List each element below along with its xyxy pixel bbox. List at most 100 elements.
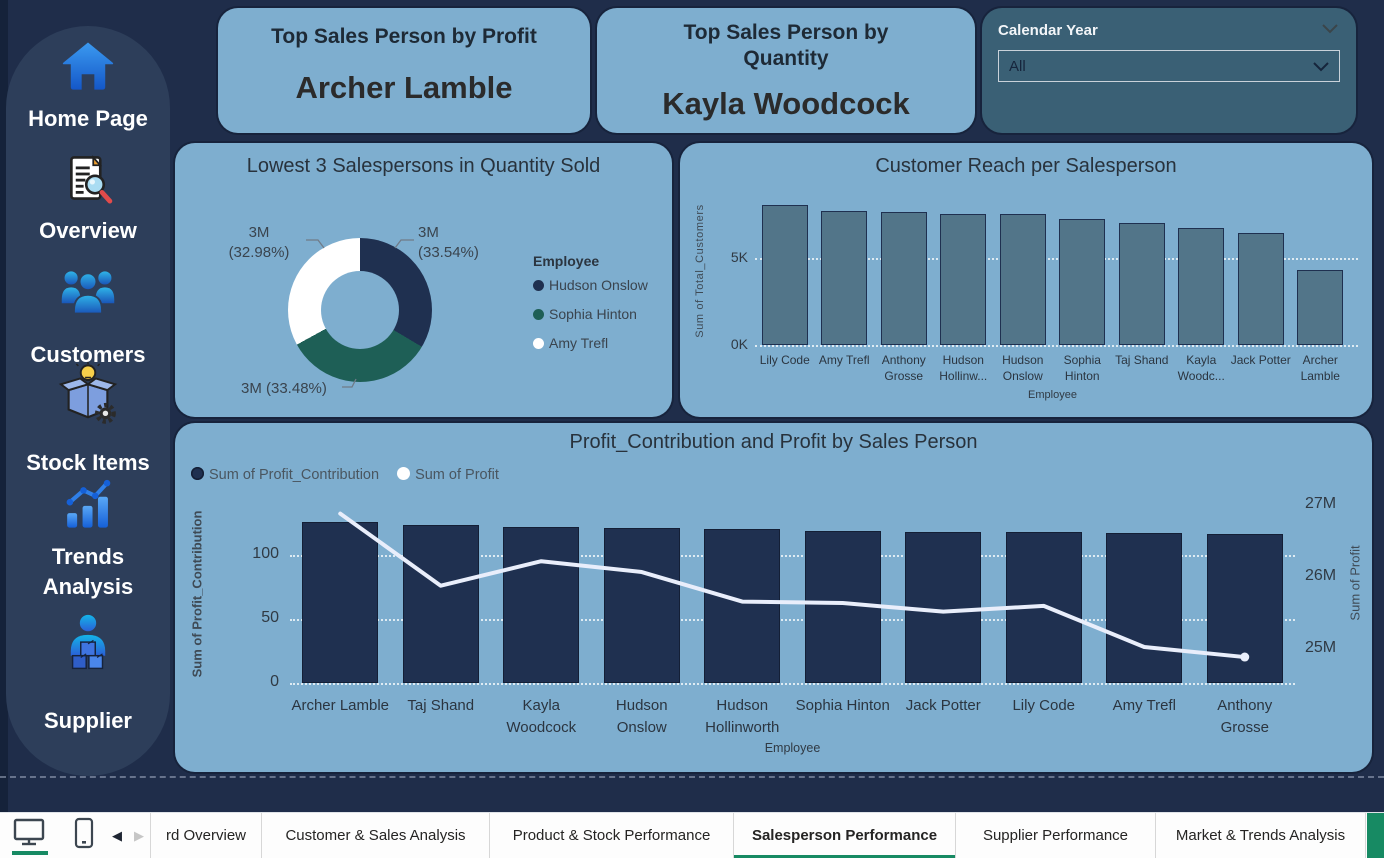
combo-gridline [290,554,1295,557]
combo-x-tick-label: Hudson Onslow [615,697,668,736]
reach-chart-title: Customer Reach per Salesperson [875,155,1177,177]
desktop-view-icon[interactable] [13,818,45,846]
donut-label-amy: 3M (32.98%) [228,224,290,262]
combo-legend-item: Sum of Profit_Contribution [191,467,379,483]
tab-salesperson-performance[interactable]: Salesperson Performance [734,813,956,858]
reach-bar[interactable] [1118,222,1165,345]
donut-legend-item: Amy Trefl [533,335,648,351]
bottom-tab-bar: ◀ ▶ rd Overview Customer & Sales Analysis… [0,812,1384,858]
sidebar-item-trends-label[interactable]: Trends Analysis [42,544,134,599]
tab-supplier-performance[interactable]: Supplier Performance [956,813,1156,858]
donut-chart-title: Lowest 3 Salespersons in Quantity Sold [246,155,601,177]
bar-line-chart-icon [66,479,111,528]
document-search-icon [70,155,113,204]
box-bulb-gear-icon [58,362,118,424]
sidebar-item-supplier[interactable] [6,612,170,674]
tab-market-trends-analysis[interactable]: Market & Trends Analysis [1156,813,1366,858]
combo-x-tick-label: Taj Shand [407,697,475,714]
sidebar-item-stock[interactable] [6,362,170,424]
tab-back-arrow[interactable]: ◀ [112,828,122,843]
person-cubes-icon [70,614,106,670]
reach-bar[interactable] [1237,233,1284,345]
combo-chart-panel[interactable]: Profit_Contribution and Profit by Sales … [175,423,1372,772]
reach-y-tick: 5K [730,248,748,265]
reach-bar[interactable] [880,212,927,345]
combo-right-y-tick: 27M [1305,495,1337,512]
reach-chart-panel[interactable]: Customer Reach per Salesperson Sum of To… [680,143,1372,417]
slicer-header-chevron-icon[interactable] [1322,24,1338,34]
slicer-dropdown[interactable]: All [998,50,1340,82]
reach-x-tick-label: Amy Trefl [818,353,870,367]
kpi-card-top-quantity: Top Sales Person by Quantity Kayla Woodc… [597,8,975,133]
sidebar-item-home-label[interactable]: Home Page [28,106,148,131]
combo-gridline [290,683,1295,685]
tab-rd-overview[interactable]: rd Overview [150,813,262,858]
combo-bar[interactable] [302,521,379,683]
combo-gridline [290,618,1295,621]
donut-chart-panel[interactable]: Lowest 3 Salespersons in Quantity Sold 3… [175,143,672,417]
sidebar-item-home[interactable] [6,38,170,96]
reach-x-tick-label: Taj Shand [1115,353,1169,367]
combo-x-tick-label: Kayla Woodcock [506,697,577,736]
combo-chart-title: Profit_Contribution and Profit by Sales … [569,431,978,453]
donut-hole [321,271,399,349]
canvas-edge-dashed-line [0,776,1384,778]
reach-bar[interactable] [940,214,987,345]
kpi-card-value: Archer Lamble [295,70,513,105]
slicer-label: Calendar Year [998,22,1098,39]
reach-gridline [755,345,1358,347]
combo-x-tick-label: Lily Code [1012,697,1076,714]
donut-legend: Hudson Onslow Sophia Hinton Amy Trefl [533,277,648,364]
combo-bar[interactable] [603,528,680,683]
reach-bar[interactable] [761,205,808,345]
sidebar-item-trends[interactable] [6,474,170,534]
tab-product-stock-performance[interactable]: Product & Stock Performance [490,813,734,858]
combo-bar[interactable] [905,531,982,683]
combo-legend: Sum of Profit_Contribution Sum of Profit [191,467,499,483]
reach-bar[interactable] [1178,228,1225,345]
slicer-value: All [1009,57,1026,75]
reach-bar[interactable] [821,210,868,345]
tab-bar-right-accent[interactable] [1367,813,1384,858]
calendar-year-slicer: Calendar Year All [982,8,1356,133]
combo-bar[interactable] [402,525,479,683]
donut-legend-item: Hudson Onslow [533,277,648,293]
combo-x-tick-label: Archer Lamble [291,697,390,714]
combo-x-tick-label: Anthony Grosse [1217,697,1273,736]
donut-leader-lines [306,239,414,388]
reach-gridline [755,257,1358,260]
kpi-card-title: Top Sales Person by Profit [271,25,537,48]
reach-x-tick-label: Lily Code [759,353,810,367]
donut-legend-item: Sophia Hinton [533,306,648,322]
sidebar-item-stock-label[interactable]: Stock Items [26,450,150,475]
sidebar-item-supplier-label[interactable]: Supplier [43,708,132,733]
reach-x-tick-label: Archer Lamble [1300,353,1340,383]
combo-x-axis-title: Employee [764,741,821,755]
mobile-view-icon[interactable] [74,817,94,849]
sidebar-item-overview[interactable] [6,152,170,210]
combo-bar[interactable] [1106,533,1183,683]
sidebar-edge [0,0,8,812]
reach-bar[interactable] [1059,219,1106,345]
tab-forward-arrow[interactable]: ▶ [134,828,144,843]
sidebar-item-customers[interactable] [6,266,170,318]
reach-bar[interactable] [1297,270,1344,345]
donut-legend-title: Employee [533,253,600,269]
reach-x-tick-label: Jack Potter [1230,353,1291,367]
combo-plot: 0 50 100 25M 26M 27M Archer Lamble Taj Shand Kay… [175,423,1372,772]
combo-bar[interactable] [704,529,781,683]
page-tabs: rd Overview Customer & Sales Analysis Prod… [150,813,1366,858]
chevron-down-icon [1313,62,1329,72]
reach-bar[interactable] [999,214,1046,345]
donut-label-sophia: 3M (33.48%) [241,380,327,397]
combo-line-series[interactable] [290,505,1295,683]
combo-left-y-tick: 0 [270,673,279,690]
home-icon [62,42,114,90]
sidebar-item-overview-label[interactable]: Overview [39,218,137,243]
combo-bar[interactable] [503,526,580,683]
tab-customer-sales-analysis[interactable]: Customer & Sales Analysis [262,813,490,858]
kpi-card-value: Kayla Woodcock [662,86,910,121]
reach-x-tick-label: Anthony Grosse [881,353,926,383]
reach-x-tick-label: Hudson Hollinw... [939,353,988,383]
